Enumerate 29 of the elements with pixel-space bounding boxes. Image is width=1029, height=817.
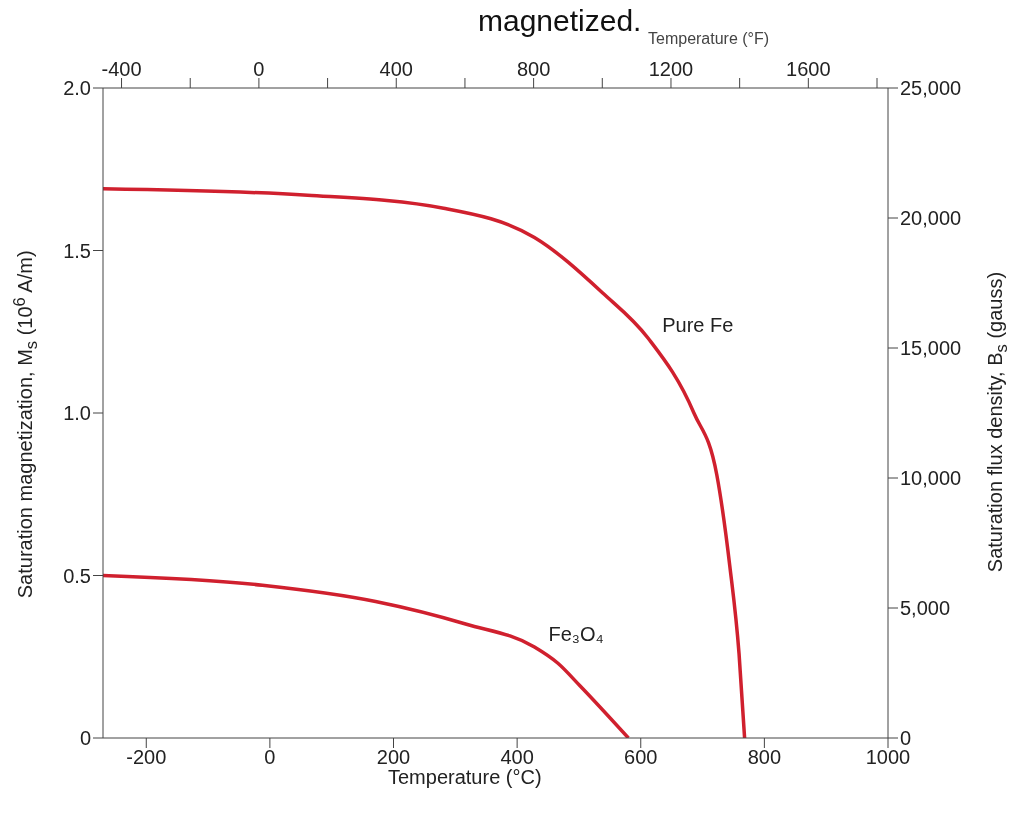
x2-axis-title: Temperature (°F) <box>648 30 770 48</box>
x-tick-label: 200 <box>376 746 411 769</box>
x2-tick-label: 1600 <box>786 58 831 80</box>
x2-tick-label: 800 <box>516 58 551 80</box>
x2-tick-label: 0 <box>253 58 265 80</box>
y2-tick-label: 10,000 <box>900 467 962 490</box>
text: magnetized. <box>478 4 642 38</box>
series-label: Fe₃O₄ <box>548 623 604 645</box>
y2-tick-label: 20,000 <box>900 207 962 230</box>
y2-tick-label: 25,000 <box>900 77 962 100</box>
line-series <box>103 187 747 738</box>
line-series <box>103 573 631 738</box>
x-tick-label: 800 <box>747 746 782 769</box>
x-tick-label: -200 <box>126 746 167 769</box>
y-tick-label: 2.0 <box>63 77 91 100</box>
x-tick-label: 0 <box>264 746 276 769</box>
y-tick-label: 0 <box>79 727 91 750</box>
x-tick-label: 400 <box>500 746 534 769</box>
x2-tick-label: -400 <box>101 58 142 80</box>
x-axis-title: Temperature (°C) <box>388 766 542 789</box>
y-tick-label: 0.5 <box>63 564 91 587</box>
series-label: Pure Fe <box>662 314 734 337</box>
y-tick-label: 1.5 <box>63 239 91 262</box>
x2-tick-label: 1200 <box>648 58 694 80</box>
y2-tick-label: 15,000 <box>900 337 962 360</box>
y2-tick-label: 5,000 <box>900 597 951 620</box>
x-tick-label: 600 <box>624 746 658 769</box>
x2-tick-label: 400 <box>379 58 413 80</box>
y-tick-label: 1.0 <box>63 402 91 425</box>
